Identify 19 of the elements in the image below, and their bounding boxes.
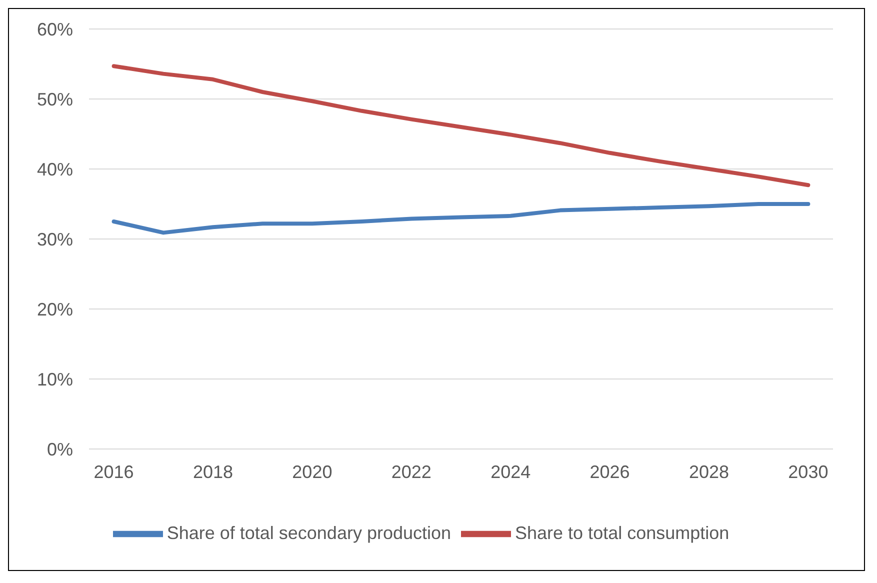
x-tick-label: 2024: [490, 462, 531, 482]
y-tick-label: 50%: [36, 89, 73, 110]
legend-label: Share to total consumption: [515, 522, 730, 543]
x-tick-label: 2018: [192, 462, 234, 482]
x-tick-label: 2020: [292, 462, 332, 482]
x-tick-label: 2026: [590, 462, 630, 482]
y-tick-label: 20%: [36, 299, 73, 320]
y-tick-label: 10%: [36, 369, 73, 390]
x-tick-label: 2022: [391, 462, 432, 482]
line-series: [112, 64, 810, 188]
x-tick-label: 2016: [94, 462, 134, 482]
legend-label: Share of total secondary production: [166, 522, 452, 543]
x-tick-label: 2028: [688, 462, 730, 482]
y-tick-label: 60%: [36, 19, 73, 40]
y-tick-label: 0%: [46, 439, 73, 460]
line-series: [112, 202, 810, 235]
y-tick-label: 40%: [36, 159, 73, 180]
y-tick-label: 30%: [36, 229, 73, 250]
x-tick-label: 2030: [788, 462, 828, 482]
